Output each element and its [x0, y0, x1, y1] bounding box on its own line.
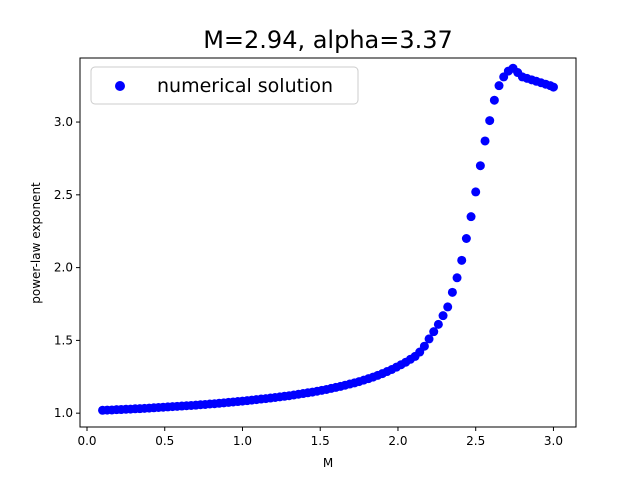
data-point	[433, 319, 443, 329]
x-tick-label: 3.0	[544, 434, 563, 448]
data-point	[452, 273, 462, 283]
data-point	[480, 136, 490, 146]
data-point	[419, 341, 429, 351]
y-tick-label: 2.5	[54, 188, 73, 202]
y-axis-label: power-law exponent	[29, 182, 43, 304]
legend: numerical solution	[90, 66, 359, 105]
data-point	[443, 302, 453, 312]
x-tick-label: 2.0	[388, 434, 407, 448]
data-point	[485, 116, 495, 126]
data-point	[429, 327, 439, 337]
data-point	[447, 287, 457, 297]
axes-frame	[79, 57, 577, 428]
x-tick-label: 1.0	[233, 434, 252, 448]
x-axis-label: M	[323, 456, 333, 470]
y-tick-label: 3.0	[54, 115, 73, 129]
data-point	[424, 334, 434, 344]
y-axis-ticks: 1.0 1.5 2.0 2.5 3.0	[54, 115, 80, 420]
y-tick-label: 1.5	[54, 333, 73, 347]
x-tick-label: 1.5	[311, 434, 330, 448]
data-point	[457, 255, 467, 265]
y-tick-label: 1.0	[54, 406, 73, 420]
legend-marker	[115, 81, 125, 91]
data-point	[475, 161, 485, 171]
data-point	[494, 81, 504, 91]
data-point	[466, 212, 476, 222]
data-point	[438, 311, 448, 321]
chart-title: M=2.94, alpha=3.37	[203, 26, 453, 54]
legend-label: numerical solution	[157, 75, 333, 97]
data-points	[98, 63, 558, 415]
data-point	[548, 82, 558, 92]
x-tick-label: 0.0	[77, 434, 96, 448]
x-axis-ticks: 0.0 0.5 1.0 1.5 2.0 2.5 3.0	[77, 427, 563, 448]
data-point	[471, 187, 481, 197]
data-point	[461, 234, 471, 243]
data-point	[489, 95, 499, 105]
x-tick-label: 0.5	[155, 434, 174, 448]
legend-box	[90, 66, 359, 105]
y-tick-label: 2.0	[54, 261, 73, 275]
x-tick-label: 2.5	[466, 434, 485, 448]
